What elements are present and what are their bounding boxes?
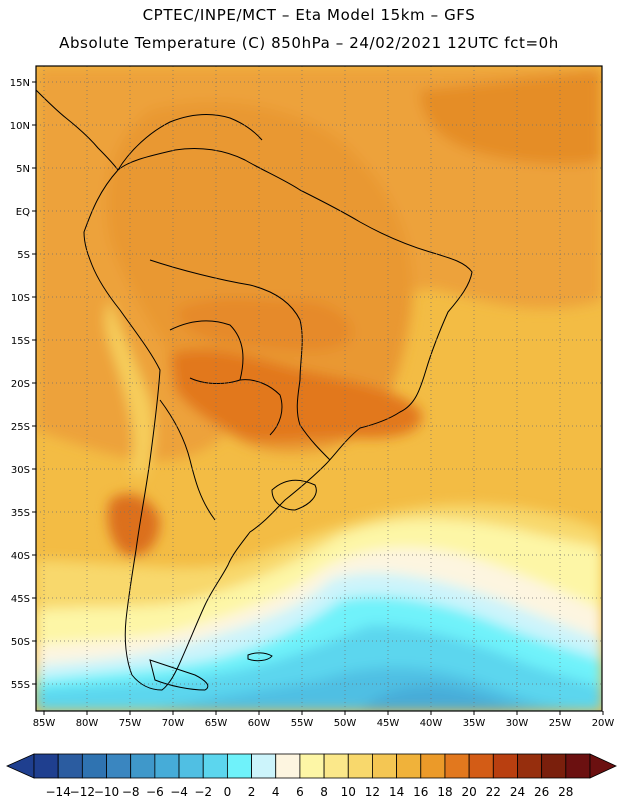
colorbar-swatch: [347, 753, 373, 779]
colorbar-label: 8: [320, 785, 328, 799]
central-america-outline: [36, 89, 119, 171]
temperature-field: [36, 66, 602, 711]
band-24c-core: [170, 349, 422, 442]
band-22c-ocean: [420, 70, 602, 165]
colorbar-label: 26: [534, 785, 549, 799]
colorbar-max-arrow: [589, 753, 617, 779]
colorbar-swatch: [396, 753, 422, 779]
falklands: [247, 652, 273, 662]
lat-label: 15N: [10, 78, 30, 89]
colorbar-swatch: [251, 753, 277, 779]
lon-label: 60W: [248, 718, 271, 729]
colorbar-label: −12: [70, 785, 95, 799]
lon-label: 55W: [291, 718, 314, 729]
colorbar-label: −4: [170, 785, 188, 799]
lat-label: 35S: [11, 508, 30, 519]
colorbar-label: −8: [122, 785, 140, 799]
lat-label: 30S: [11, 465, 30, 476]
colorbar-swatch: [202, 753, 228, 779]
lon-label: 75W: [119, 718, 142, 729]
colorbar-swatch: [130, 753, 156, 779]
lon-label: 30W: [506, 718, 529, 729]
colorbar: −14−12−10 −8 −6 −4 −2 0 2 4 6 8 10 12 14 16 18 20 22 24 26…: [6, 753, 617, 799]
lon-label: 25W: [549, 718, 572, 729]
lat-label: 10S: [11, 293, 30, 304]
colorbar-swatch: [468, 753, 494, 779]
colorbar-swatch: [226, 753, 252, 779]
colorbar-label: 14: [389, 785, 404, 799]
colorbar-swatch: [492, 753, 518, 779]
colorbar-swatch: [57, 753, 83, 779]
lat-label: 20S: [11, 379, 30, 390]
lon-label: 35W: [463, 718, 486, 729]
plot-frame: [35, 65, 603, 712]
colorbar-swatch: [33, 753, 59, 779]
colorbar-swatch: [81, 753, 107, 779]
colorbar-swatch: [178, 753, 204, 779]
lat-label: 10N: [10, 121, 30, 132]
colorbar-label: 24: [510, 785, 525, 799]
lon-label: 20W: [592, 718, 615, 729]
lat-label: 45S: [11, 594, 30, 605]
colorbar-swatch: [444, 753, 470, 779]
lon-label: 45W: [377, 718, 400, 729]
chart-title-line2: Absolute Temperature (C) 850hPa – 24/02/…: [59, 34, 559, 52]
colorbar-label: 6: [296, 785, 304, 799]
lat-label: 5N: [16, 164, 30, 175]
tierra-del-fuego: [149, 659, 209, 691]
lat-label: 15S: [11, 336, 30, 347]
lon-label: 70W: [162, 718, 185, 729]
colorbar-swatch: [106, 753, 132, 779]
longitude-axis: 85W 80W 75W 70W 65W 60W 55W 50W 45W 40W 35W 30W 25W 2…: [33, 711, 615, 729]
colorbar-swatch: [517, 753, 543, 779]
lon-label: 50W: [334, 718, 357, 729]
colorbar-swatch: [541, 753, 567, 779]
colorbar-swatch: [299, 753, 325, 779]
colorbar-swatch: [420, 753, 446, 779]
colorbar-swatch: [372, 753, 398, 779]
lon-label: 40W: [420, 718, 443, 729]
colorbar-swatch: [154, 753, 180, 779]
colorbar-label: 10: [341, 785, 356, 799]
colorbar-label: −6: [146, 785, 164, 799]
colorbar-label: 0: [224, 785, 232, 799]
argentina-border: [159, 399, 216, 521]
colorbar-label: 2: [248, 785, 256, 799]
bolivia-border: [169, 320, 244, 384]
lat-label: 40S: [11, 551, 30, 562]
colorbar-label: 22: [486, 785, 501, 799]
lon-label: 85W: [33, 718, 56, 729]
lon-label: 65W: [205, 718, 228, 729]
band-24c-andes: [107, 493, 160, 556]
colorbar-label: 16: [413, 785, 428, 799]
colorbar-label: −10: [94, 785, 119, 799]
colorbar-label: −14: [46, 785, 71, 799]
colorbar-swatch: [275, 753, 301, 779]
chart-title-line1: CPTEC/INPE/MCT – Eta Model 15km – GFS: [142, 6, 476, 24]
lat-label: 5S: [17, 250, 30, 261]
colorbar-label: 12: [365, 785, 380, 799]
band-m4c: [360, 686, 540, 711]
lat-label: 50S: [11, 637, 30, 648]
colorbar-label: −2: [194, 785, 212, 799]
uruguay-outline: [271, 479, 317, 511]
colorbar-label: 28: [558, 785, 573, 799]
lat-label: EQ: [16, 207, 30, 218]
colorbar-swatch: [565, 753, 591, 779]
colorbar-label: 20: [461, 785, 476, 799]
colorbar-label: 4: [272, 785, 280, 799]
colorbar-swatch: [323, 753, 349, 779]
lat-label: 55S: [11, 680, 30, 691]
paraguay-border: [239, 379, 283, 436]
caribbean-coast: [117, 114, 263, 171]
latitude-axis: 15N 10N 5N EQ 5S 10S 15S 20S 25S 30S 35S 40S 45S 50S 5…: [10, 78, 36, 691]
lon-label: 80W: [76, 718, 99, 729]
colorbar-min-arrow: [6, 753, 35, 779]
colorbar-label: 18: [437, 785, 452, 799]
band-22c-brazil: [175, 297, 352, 352]
lat-label: 25S: [11, 422, 30, 433]
